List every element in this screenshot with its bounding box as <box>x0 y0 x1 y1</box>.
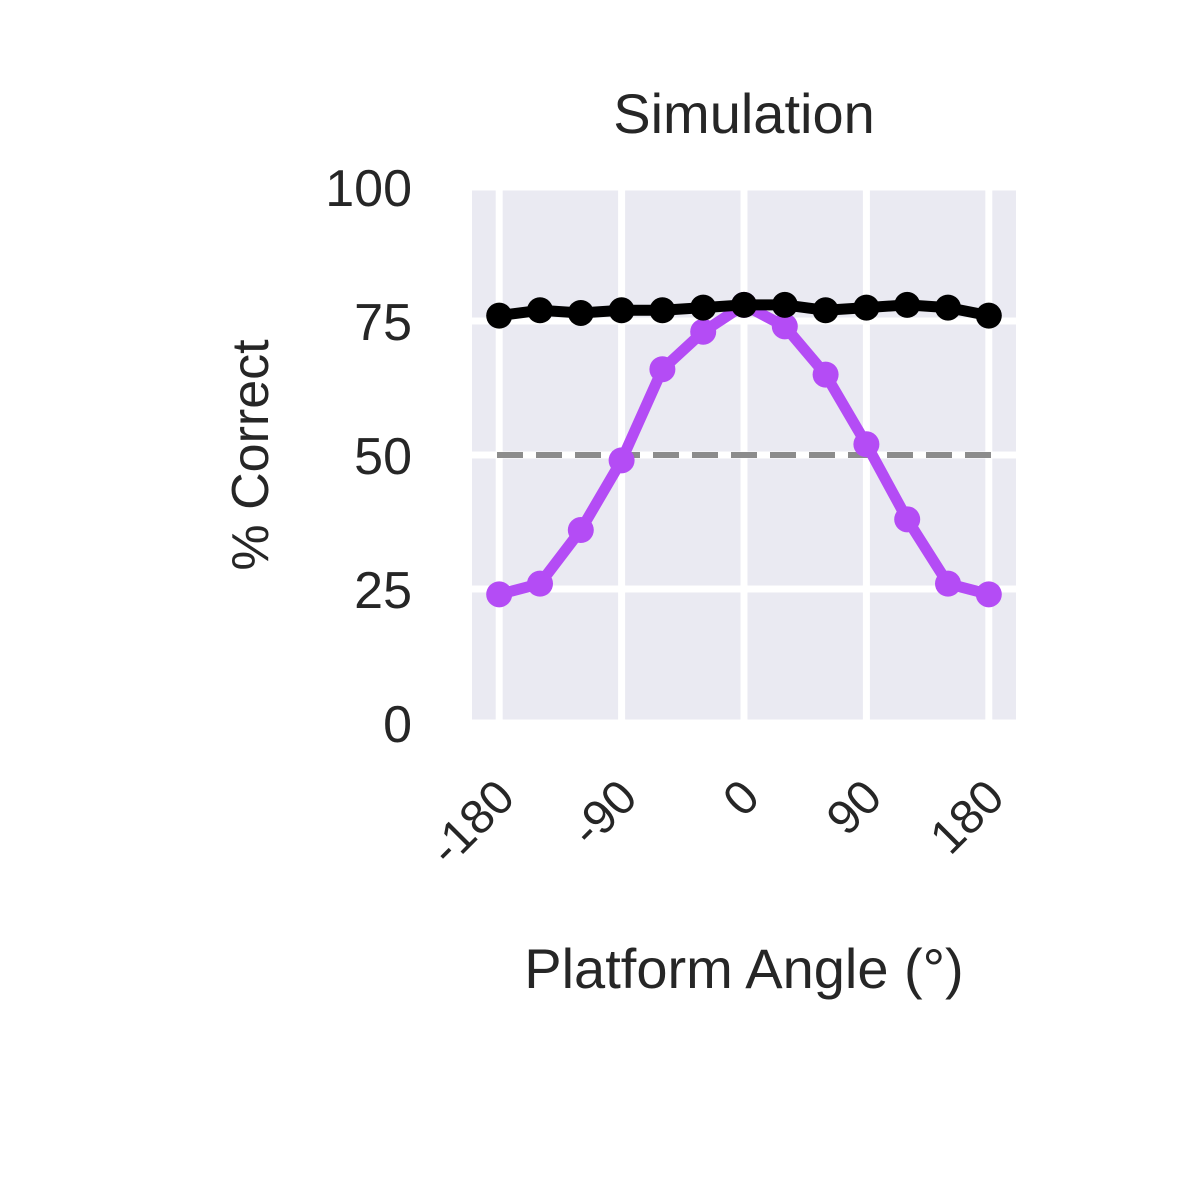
data-point <box>975 581 1002 608</box>
x-tick-labels: -180 -90 0 90 180 <box>420 770 1015 875</box>
data-point <box>486 581 513 608</box>
x-axis-label: Platform Angle (°) <box>524 937 963 1000</box>
series-group <box>486 291 1002 608</box>
data-point <box>690 318 717 345</box>
data-point <box>812 361 839 388</box>
data-point <box>853 294 880 321</box>
data-point <box>649 356 676 383</box>
data-point <box>486 302 513 329</box>
data-point <box>608 447 635 474</box>
data-point <box>771 291 798 318</box>
data-point <box>608 297 635 324</box>
series-2 <box>486 291 1002 329</box>
data-point <box>812 297 839 324</box>
x-tick-label: 0 <box>713 770 769 826</box>
data-point <box>567 517 594 544</box>
x-tick-label: -90 <box>561 770 648 857</box>
data-point <box>935 570 961 597</box>
data-point <box>771 313 798 340</box>
data-point <box>894 506 921 533</box>
y-tick-labels: 0 25 50 75 100 <box>325 160 412 754</box>
data-point <box>690 294 717 321</box>
data-point <box>731 291 757 318</box>
data-point <box>527 297 553 324</box>
y-tick-label: 75 <box>354 294 412 352</box>
y-tick-label: 0 <box>383 696 412 754</box>
x-tick-label: 180 <box>920 770 1014 864</box>
y-tick-label: 100 <box>325 160 412 218</box>
x-tick-label: 90 <box>817 770 892 845</box>
data-point <box>975 302 1002 329</box>
data-point <box>567 299 594 326</box>
chart-title: Simulation <box>613 82 874 145</box>
y-tick-label: 25 <box>354 562 412 620</box>
data-point <box>894 291 921 318</box>
data-point <box>649 297 676 324</box>
data-point <box>527 570 553 597</box>
data-point <box>935 294 961 321</box>
x-tick-label: -180 <box>420 770 525 875</box>
y-axis-label: % Correct <box>222 339 280 571</box>
data-point <box>853 431 880 458</box>
y-tick-label: 50 <box>354 428 412 486</box>
